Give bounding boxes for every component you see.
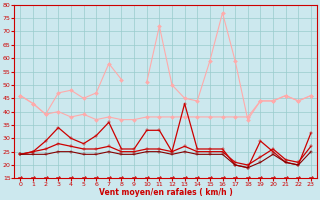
X-axis label: Vent moyen/en rafales ( km/h ): Vent moyen/en rafales ( km/h ) <box>99 188 233 197</box>
